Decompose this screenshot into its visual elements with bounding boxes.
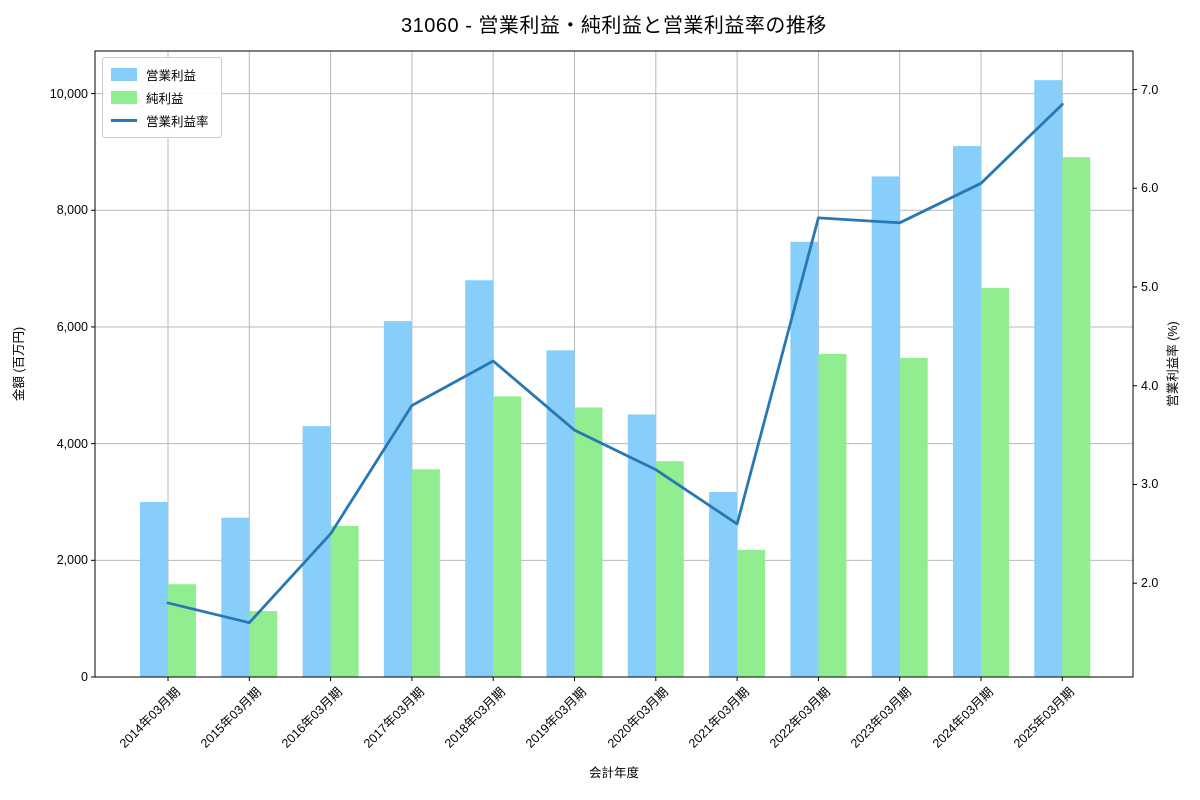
y-left-tick-label: 8,000 xyxy=(56,203,88,218)
y-left-tick-label: 4,000 xyxy=(56,436,88,451)
legend-item-operating-margin: 営業利益率 xyxy=(111,109,209,132)
bar-net-profit xyxy=(249,611,278,677)
bar-operating-profit xyxy=(465,280,494,677)
legend-line-swatch xyxy=(111,119,137,122)
y-right-tick-label: 2.0 xyxy=(1141,576,1159,591)
bar-operating-profit xyxy=(627,414,656,677)
legend-swatch-operating-profit xyxy=(111,68,137,81)
bar-net-profit xyxy=(981,287,1009,677)
bar-net-profit xyxy=(493,396,522,677)
y-left-tick-label: 6,000 xyxy=(56,319,88,334)
bar-net-profit xyxy=(899,357,928,677)
bar-net-profit xyxy=(574,407,603,677)
bar-net-profit xyxy=(818,353,847,677)
left-axis-title: 金額 (百万円) xyxy=(12,326,26,402)
bar-net-profit xyxy=(655,461,684,677)
y-left-tick-label: 10,000 xyxy=(49,86,88,101)
chart-title: 31060 - 営業利益・純利益と営業利益率の推移 xyxy=(401,15,827,37)
y-left-tick-label: 2,000 xyxy=(56,553,88,568)
legend-item-operating-profit: 営業利益 xyxy=(111,63,209,86)
y-right-tick-label: 7.0 xyxy=(1141,82,1159,97)
bar-operating-profit xyxy=(383,321,412,677)
bar-operating-profit xyxy=(221,517,250,677)
bar-operating-profit xyxy=(140,501,168,677)
bar-net-profit xyxy=(168,584,196,677)
legend-item-net-profit: 純利益 xyxy=(111,86,209,109)
bar-net-profit xyxy=(330,525,359,677)
bar-net-profit xyxy=(1062,157,1091,678)
legend: 営業利益 純利益 営業利益率 xyxy=(102,57,222,138)
y-right-tick-label: 3.0 xyxy=(1141,477,1159,492)
bar-operating-profit xyxy=(790,241,819,677)
x-axis-title: 会計年度 xyxy=(588,766,639,780)
bar-operating-profit xyxy=(953,146,981,677)
bar-operating-profit xyxy=(871,176,900,678)
bar-operating-profit xyxy=(1034,80,1063,678)
y-right-tick-label: 4.0 xyxy=(1141,378,1159,393)
operating-margin-line xyxy=(166,102,1064,625)
legend-label-operating-profit: 営業利益 xyxy=(146,69,197,83)
right-axis-title: 営業利益率 (%) xyxy=(1166,321,1180,407)
y-right-tick-label: 5.0 xyxy=(1141,279,1159,294)
bar-operating-profit xyxy=(546,350,575,677)
legend-label-operating-margin: 営業利益率 xyxy=(146,115,209,129)
plot-border xyxy=(94,50,1134,678)
legend-label-net-profit: 純利益 xyxy=(146,92,184,106)
bar-operating-profit xyxy=(709,492,738,677)
bar-net-profit xyxy=(411,469,440,677)
bar-net-profit xyxy=(737,549,766,677)
x-tick-label: 2025年03月期 xyxy=(894,682,1077,751)
y-left-tick-label: 0 xyxy=(81,670,88,684)
y-right-tick-label: 6.0 xyxy=(1141,181,1159,196)
legend-swatch-net-profit xyxy=(111,91,137,104)
bar-operating-profit xyxy=(302,426,331,677)
